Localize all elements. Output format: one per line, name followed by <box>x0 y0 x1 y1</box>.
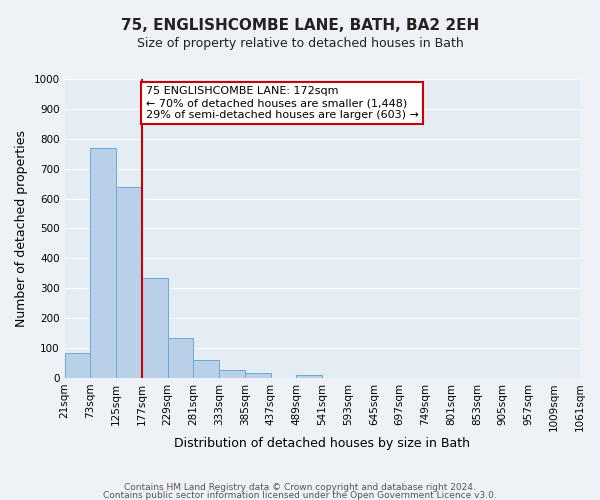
Text: Contains public sector information licensed under the Open Government Licence v3: Contains public sector information licen… <box>103 490 497 500</box>
Text: Size of property relative to detached houses in Bath: Size of property relative to detached ho… <box>137 38 463 51</box>
Text: 75, ENGLISHCOMBE LANE, BATH, BA2 2EH: 75, ENGLISHCOMBE LANE, BATH, BA2 2EH <box>121 18 479 32</box>
Text: Contains HM Land Registry data © Crown copyright and database right 2024.: Contains HM Land Registry data © Crown c… <box>124 483 476 492</box>
Bar <box>91 148 116 378</box>
Bar <box>142 278 167 378</box>
Bar <box>296 375 322 378</box>
Text: 75 ENGLISHCOMBE LANE: 172sqm
← 70% of detached houses are smaller (1,448)
29% of: 75 ENGLISHCOMBE LANE: 172sqm ← 70% of de… <box>146 86 419 120</box>
Bar <box>193 360 219 378</box>
Bar <box>167 338 193 378</box>
Y-axis label: Number of detached properties: Number of detached properties <box>15 130 28 327</box>
Bar <box>219 370 245 378</box>
X-axis label: Distribution of detached houses by size in Bath: Distribution of detached houses by size … <box>174 437 470 450</box>
Bar <box>245 374 271 378</box>
Bar <box>65 352 91 378</box>
Bar <box>116 186 142 378</box>
